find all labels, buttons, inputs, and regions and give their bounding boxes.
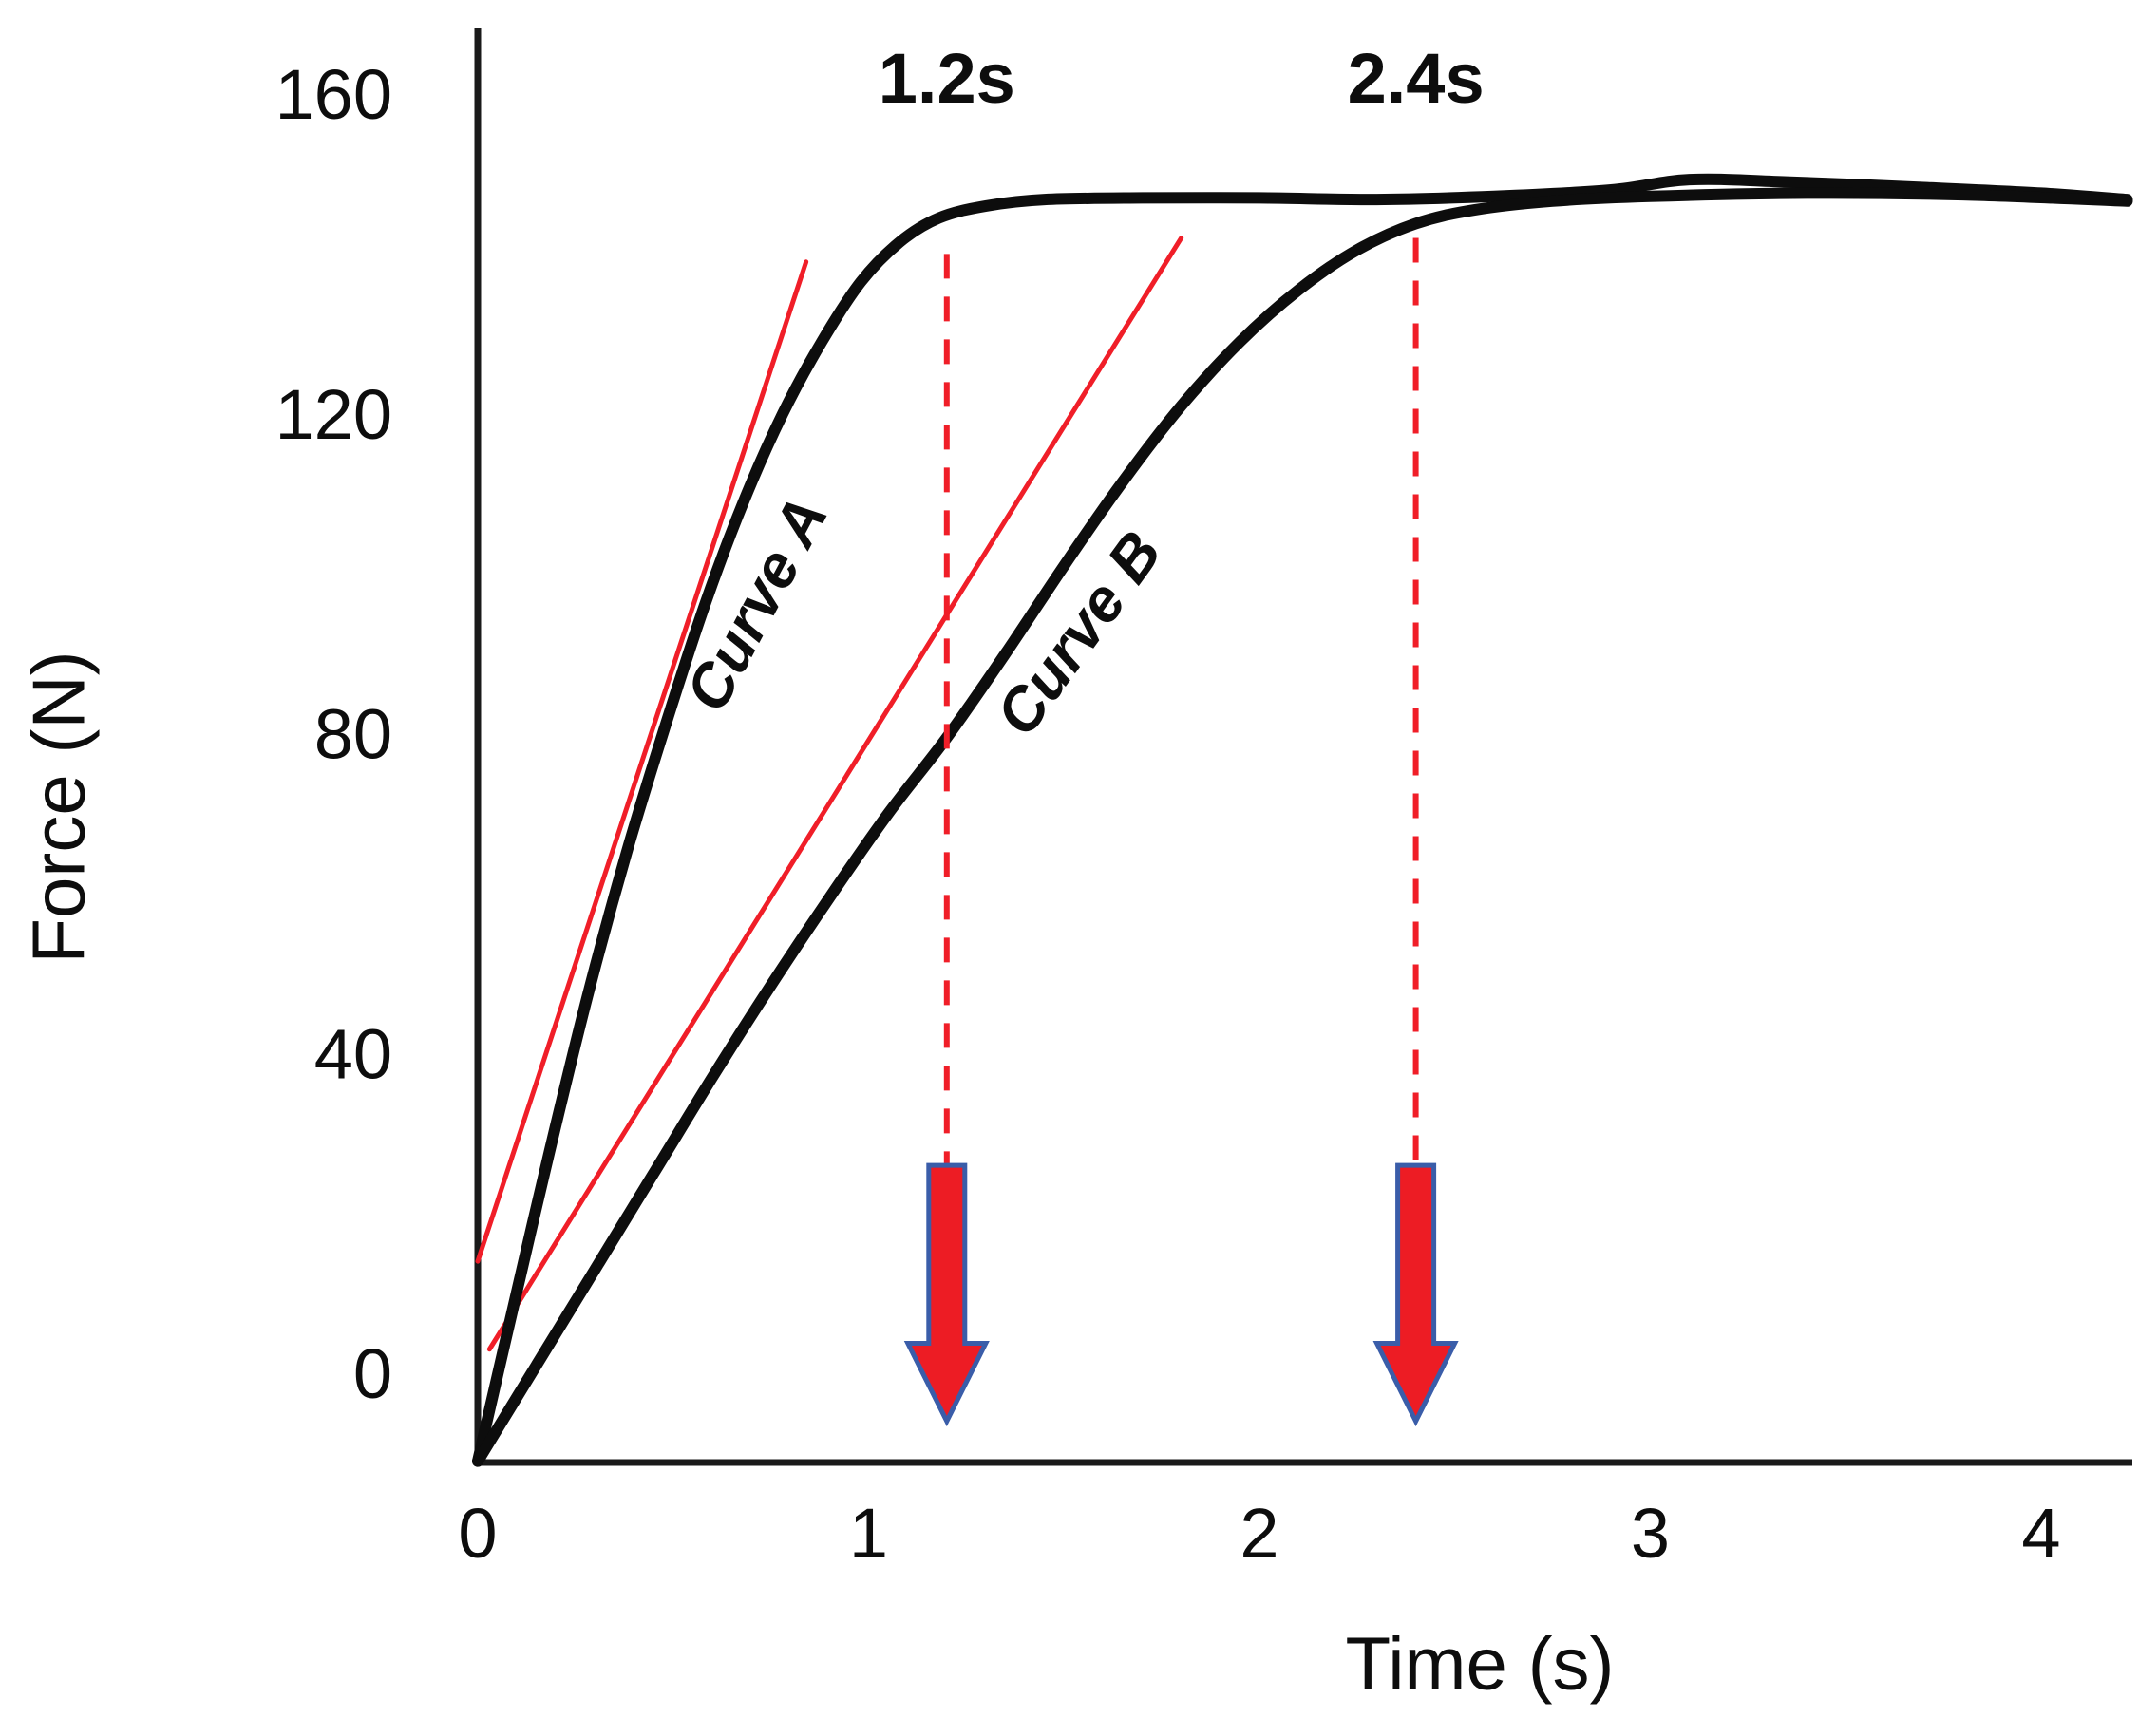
x-tick-label-0: 0 (458, 1494, 497, 1573)
time-annotation-1-2s: 1.2s (879, 39, 1015, 118)
time-annotation-2-4s: 2.4s (1348, 39, 1485, 118)
y-tick-label-120: 120 (275, 375, 392, 454)
x-tick-label-2: 2 (1240, 1494, 1278, 1573)
x-tick-label-1: 1 (849, 1494, 888, 1573)
y-tick-label-40: 40 (314, 1014, 392, 1093)
y-tick-label-80: 80 (314, 695, 392, 774)
y-axis-title: Force (N) (16, 651, 101, 964)
x-axis-title: Time (s) (1345, 1621, 1615, 1706)
time-arrow-2-4s (1372, 1162, 1459, 1427)
curve-curve-b (472, 187, 2133, 1467)
curve-label-curve-a: Curve A (672, 486, 841, 722)
tangent-rfd-slope-curve-a (475, 259, 809, 1264)
x-tick-label-4: 4 (2021, 1494, 2060, 1573)
curve-curve-a (472, 173, 2133, 1467)
y-tick-label-0: 0 (353, 1334, 392, 1413)
y-tick-label-160: 160 (275, 55, 392, 134)
x-tick-label-3: 3 (1631, 1494, 1670, 1573)
tangent-rfd-slope-curve-b (486, 236, 1184, 1352)
time-arrow-1-2s (903, 1162, 990, 1427)
